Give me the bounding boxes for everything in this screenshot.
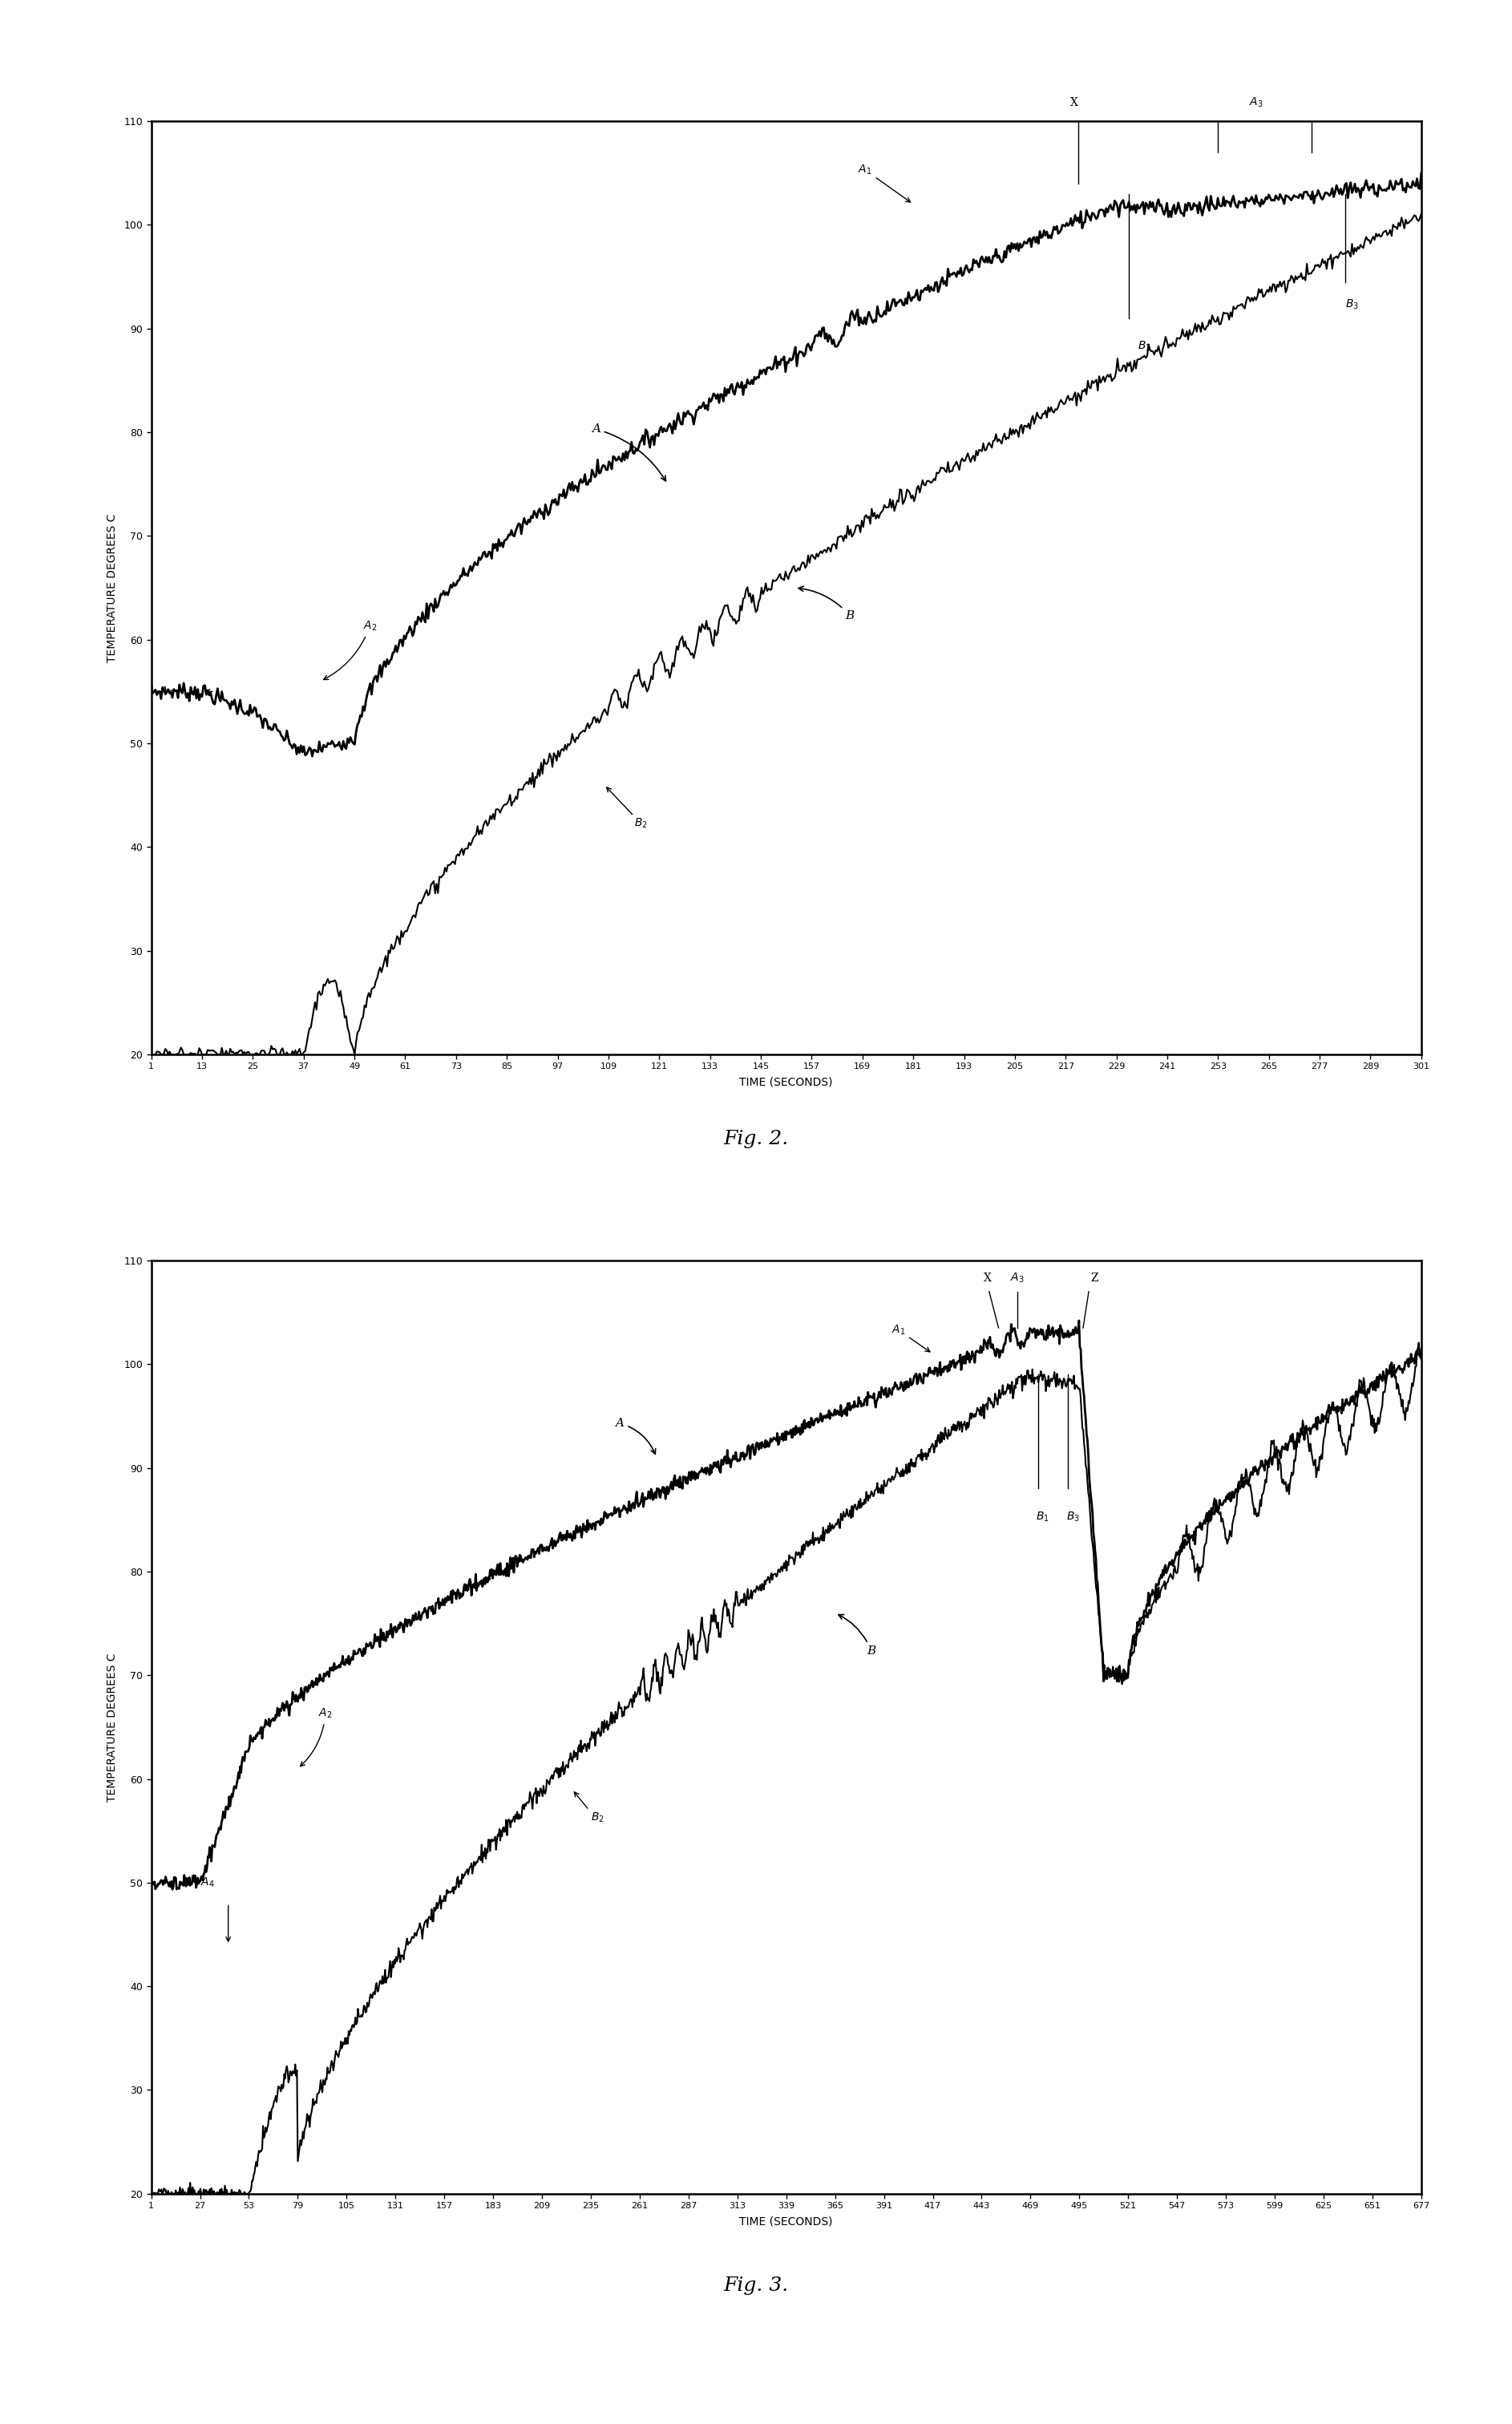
Text: $A_2$: $A_2$ xyxy=(324,621,376,679)
Text: A: A xyxy=(591,424,665,480)
Text: X: X xyxy=(983,1273,992,1285)
Text: Z: Z xyxy=(1090,1273,1098,1285)
Text: $B_2$: $B_2$ xyxy=(591,1811,605,1823)
Text: Fig. 2.: Fig. 2. xyxy=(723,1130,789,1149)
Y-axis label: TEMPERATURE DEGREES C: TEMPERATURE DEGREES C xyxy=(107,514,118,662)
X-axis label: TIME (SECONDS): TIME (SECONDS) xyxy=(739,2216,833,2228)
Text: $B_1$: $B_1$ xyxy=(1036,1510,1049,1522)
Text: $A_2$: $A_2$ xyxy=(301,1706,333,1767)
Text: B: B xyxy=(798,587,854,621)
Text: $B_3$: $B_3$ xyxy=(1346,298,1359,310)
Text: $B_3$: $B_3$ xyxy=(1066,1510,1080,1522)
Text: $A_4$: $A_4$ xyxy=(200,1876,215,1888)
X-axis label: TIME (SECONDS): TIME (SECONDS) xyxy=(739,1076,833,1088)
Text: $A_4$: $A_4$ xyxy=(160,686,174,698)
Text: $A_3$: $A_3$ xyxy=(1249,97,1263,109)
Text: $B_1$: $B_1$ xyxy=(1137,339,1151,354)
Text: $A_1$: $A_1$ xyxy=(859,162,910,201)
Y-axis label: TEMPERATURE DEGREES C: TEMPERATURE DEGREES C xyxy=(107,1653,118,1801)
Text: B: B xyxy=(839,1614,875,1658)
Text: $B_2$: $B_2$ xyxy=(634,817,647,829)
Text: X: X xyxy=(1070,97,1078,109)
Text: A: A xyxy=(615,1418,656,1454)
Text: $A_3$: $A_3$ xyxy=(1010,1273,1025,1285)
Text: $A_1$: $A_1$ xyxy=(892,1324,930,1353)
Text: Fig. 3.: Fig. 3. xyxy=(723,2276,789,2296)
